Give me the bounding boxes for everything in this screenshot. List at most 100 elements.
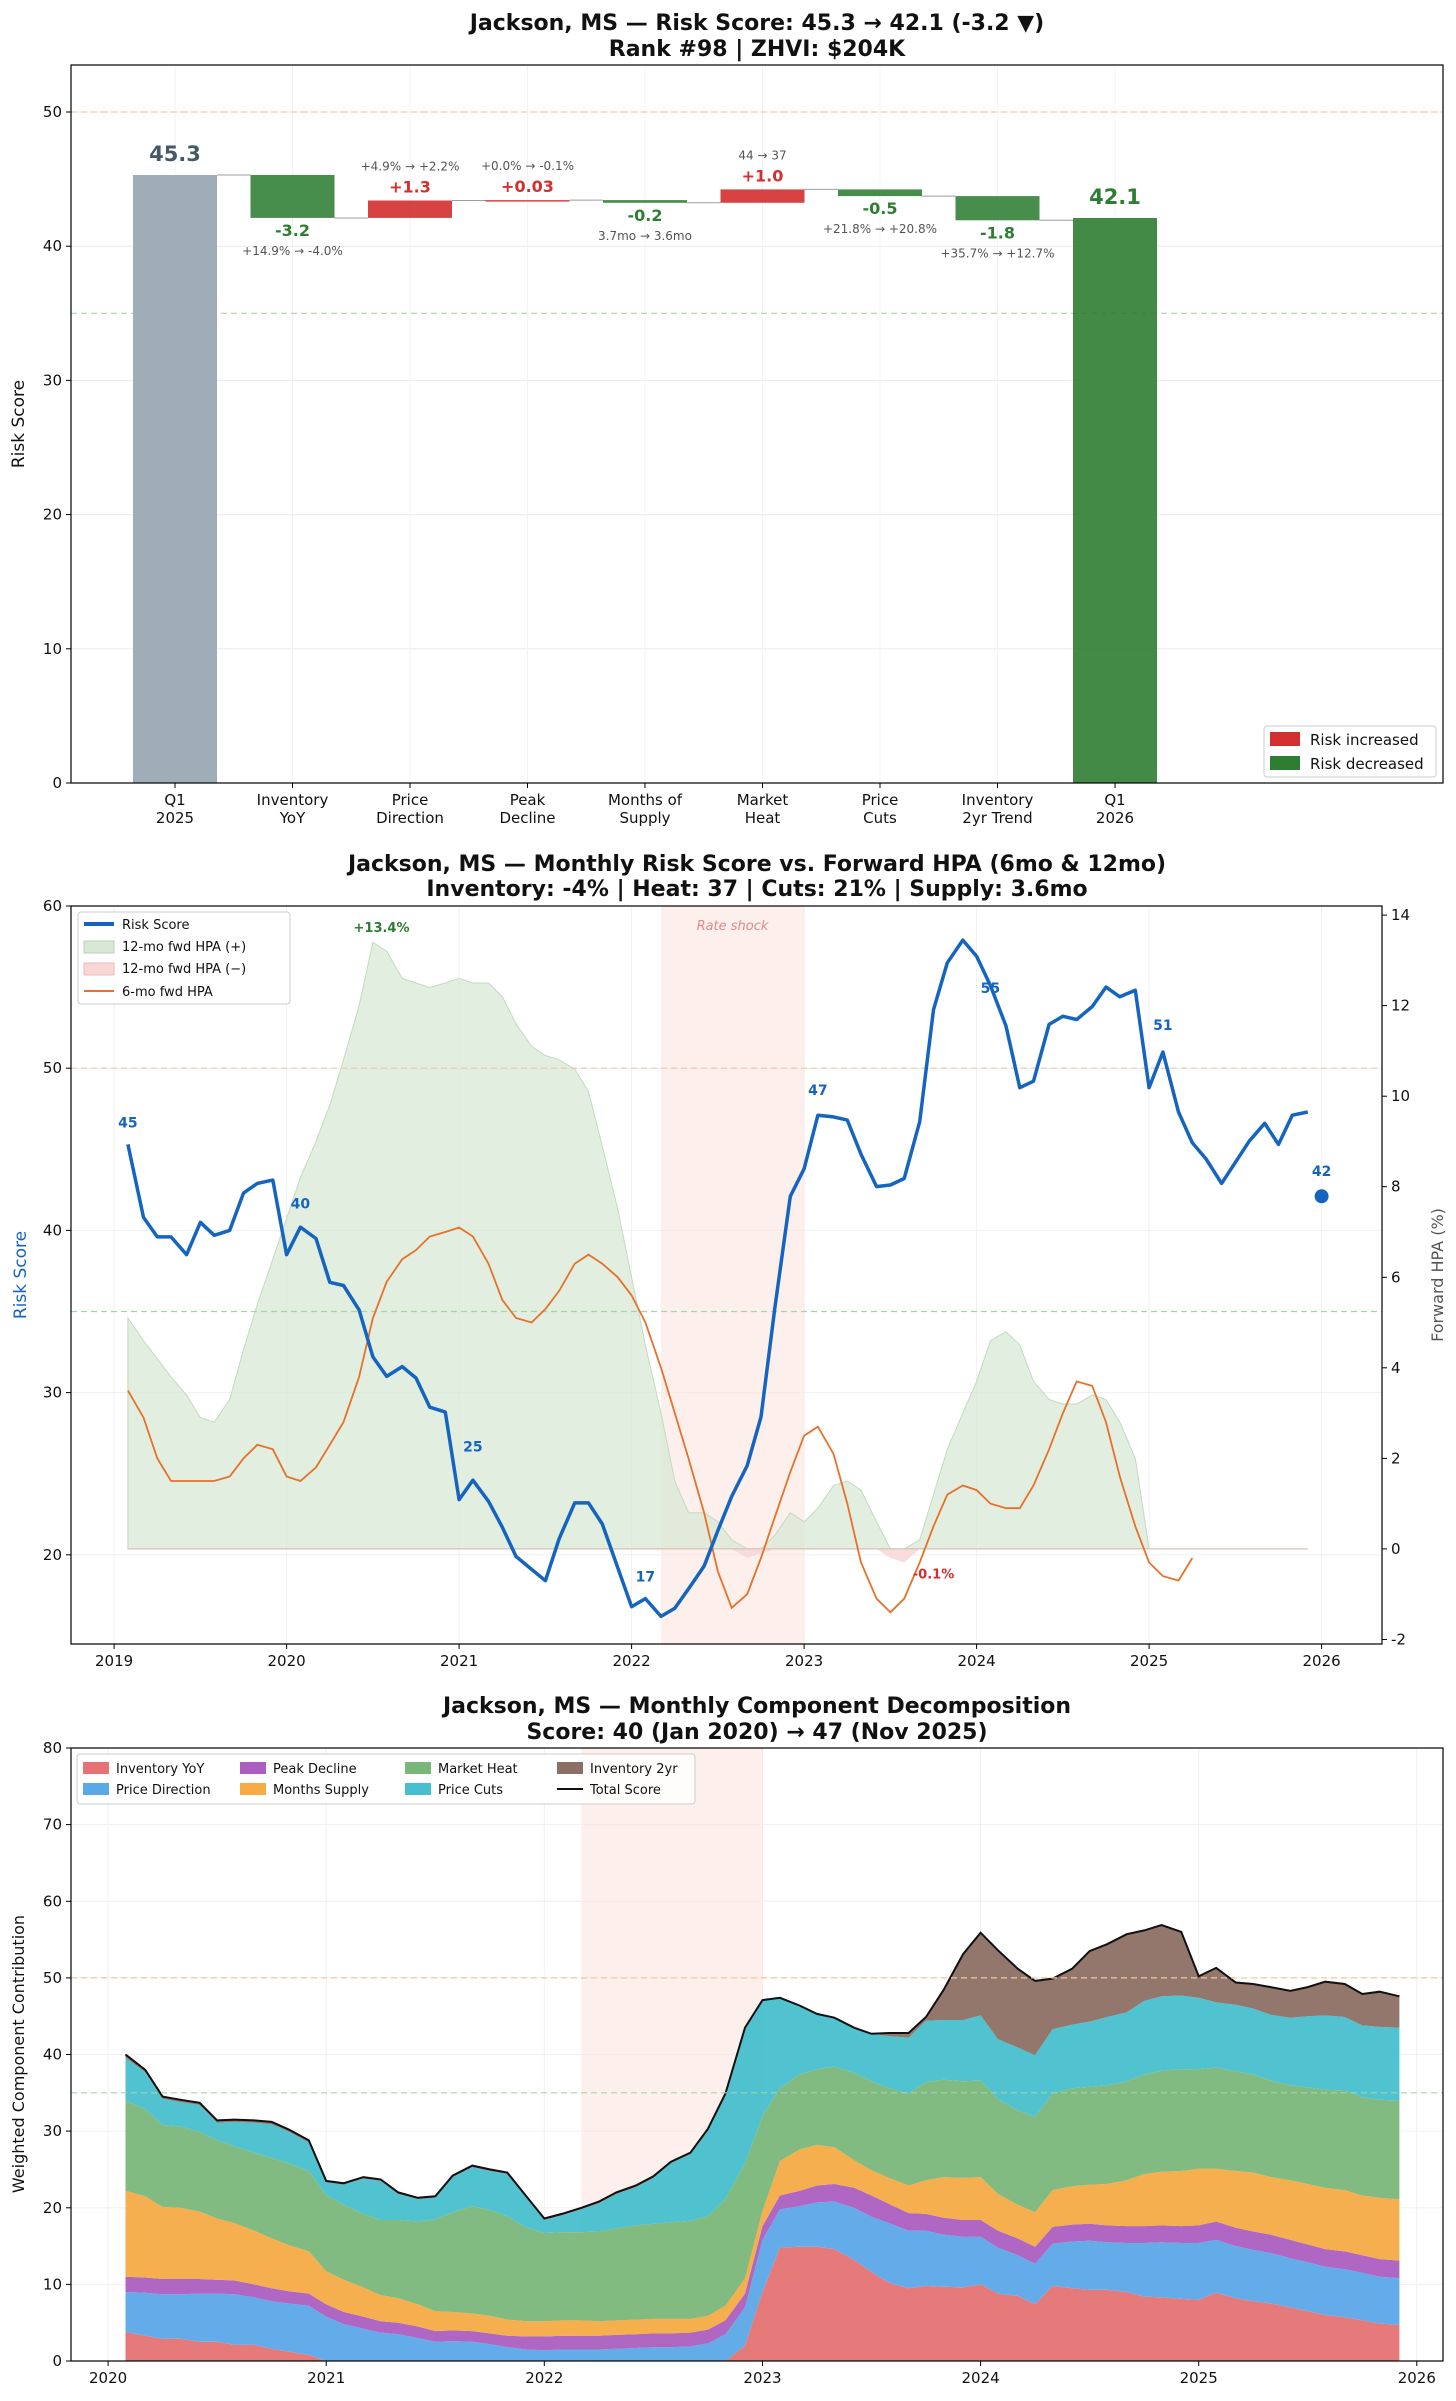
waterfall-chart: Jackson, MS — Risk Score: 45.3 → 42.1 (-…: [9, 11, 1444, 827]
legend-swatch-component: [240, 1762, 266, 1774]
decomposition-tick-label-y: 30: [43, 2122, 62, 2140]
component-decomposition-chart: Jackson, MS — Monthly Component Decompos…: [9, 1694, 1444, 2387]
legend-label-increased: Risk increased: [1310, 731, 1419, 749]
risk-hpa-tick-label-y2: 4: [1391, 1359, 1401, 1377]
risk-hpa-tick-label-y2: 6: [1391, 1268, 1401, 1286]
risk-score-point-label: 42: [1312, 1164, 1331, 1180]
legend-swatch-hpa12-neg: [83, 962, 115, 976]
waterfall-category-label: 2yr Trend: [962, 809, 1032, 827]
waterfall-tick-label-y: 50: [43, 103, 62, 121]
risk-hpa-tick-label-x: 2020: [268, 1652, 306, 1670]
waterfall-category-label: Market: [737, 791, 789, 809]
legend-label-component: Price Cuts: [438, 1783, 503, 1798]
risk-hpa-tick-label-x: 2021: [440, 1652, 478, 1670]
waterfall-category-label: Price: [862, 791, 899, 809]
legend-swatch-component: [557, 1762, 583, 1774]
decomposition-tick-label-x: 2024: [962, 2369, 1000, 2387]
legend-label-hpa12-neg: 12-mo fwd HPA (−): [122, 962, 246, 977]
waterfall-value-label: -3.2: [275, 221, 310, 240]
component-area: [125, 2246, 1400, 2361]
waterfall-title: Jackson, MS — Risk Score: 45.3 → 42.1 (-…: [468, 11, 1045, 36]
risk-score-point-label: 25: [463, 1440, 482, 1456]
waterfall-value-label-start: 45.3: [149, 142, 201, 166]
legend-swatch-hpa12-pos: [83, 940, 115, 954]
waterfall-bar: [603, 200, 687, 203]
legend-label-component: Inventory YoY: [116, 1762, 204, 1777]
decomposition-title: Jackson, MS — Monthly Component Decompos…: [441, 1694, 1071, 1719]
waterfall-change-note: +35.7% → +12.7%: [940, 246, 1054, 260]
component-area: [125, 1925, 1400, 2220]
waterfall-category-label: Peak: [510, 791, 546, 809]
waterfall-tick-label-y: 40: [43, 237, 62, 255]
risk-hpa-tick-label-y2: 10: [1391, 1087, 1410, 1105]
risk-hpa-tick-label-y2: 8: [1391, 1178, 1401, 1196]
waterfall-tick-label-y: 20: [43, 506, 62, 524]
legend-label-hpa6: 6-mo fwd HPA: [122, 985, 213, 1000]
risk-hpa-tick-label-y: 20: [43, 1546, 62, 1564]
risk-hpa-subtitle: Inventory: -4% | Heat: 37 | Cuts: 21% | …: [426, 877, 1087, 902]
decomposition-frame: [70, 1747, 1444, 2362]
hpa-6mo-line: [127, 1226, 1194, 1614]
waterfall-value-label: -1.8: [980, 223, 1015, 242]
waterfall-bar: [368, 200, 452, 218]
hpa-peak-annotation: +13.4%: [354, 921, 410, 936]
risk-score-line: [126, 938, 1309, 1619]
waterfall-y-label: Risk Score: [9, 380, 29, 468]
component-area: [125, 2066, 1400, 2322]
waterfall-change-note: +4.9% → +2.2%: [361, 160, 460, 174]
hpa-12mo-positive-area: [127, 941, 1150, 1550]
risk-hpa-tick-label-y2: 2: [1391, 1449, 1401, 1467]
component-area: [125, 2144, 1400, 2337]
waterfall-category-label: Inventory: [962, 791, 1034, 809]
risk-hpa-y2-label: Forward HPA (%): [1428, 1208, 1447, 1342]
legend-swatch-increased: [1270, 732, 1300, 746]
risk-score-point-label: 51: [1153, 1018, 1172, 1034]
waterfall-change-note: +14.9% → -4.0%: [242, 244, 343, 258]
legend-label-component: Market Heat: [438, 1762, 518, 1777]
risk-hpa-tick-label-y: 50: [43, 1059, 62, 1077]
risk-hpa-tick-label-x: 2026: [1303, 1652, 1341, 1670]
waterfall-bar: [955, 196, 1040, 221]
risk-hpa-tick-label-x: 2025: [1130, 1652, 1168, 1670]
decomposition-tick-label-x: 2025: [1180, 2369, 1218, 2387]
decomposition-legend: Inventory YoY Price Direction Peak Decline…: [76, 1753, 696, 1805]
risk-score-point-label: 47: [808, 1083, 827, 1099]
waterfall-category-label: Heat: [745, 809, 781, 827]
waterfall-category-label: Decline: [499, 809, 555, 827]
risk-hpa-frame: [70, 905, 1383, 1645]
waterfall-value-label: -0.5: [863, 199, 898, 218]
waterfall-tick-label-y: 0: [52, 774, 62, 792]
risk-score-point-label: 55: [981, 981, 1000, 997]
total-score-line: [124, 1923, 1400, 2220]
waterfall-value-label: -0.2: [628, 206, 663, 225]
waterfall-value-label-end: 42.1: [1089, 185, 1141, 209]
waterfall-category-label: Supply: [619, 809, 670, 827]
risk-hpa-title: Jackson, MS — Monthly Risk Score vs. For…: [346, 852, 1166, 877]
legend-label-component: Price Direction: [116, 1783, 211, 1798]
risk-hpa-tick-label-y2: 14: [1391, 906, 1410, 924]
decomposition-tick-label-y: 80: [43, 1739, 62, 1757]
legend-label-component: Months Supply: [273, 1783, 369, 1798]
waterfall-category-label: 2026: [1096, 809, 1134, 827]
risk-hpa-tick-label-y2: 0: [1391, 1540, 1401, 1558]
decomposition-tick-label-x: 2026: [1398, 2369, 1436, 2387]
risk-hpa-tick-label-y: 30: [43, 1384, 62, 1402]
waterfall-change-note: 3.7mo → 3.6mo: [598, 229, 692, 243]
risk-hpa-legend: Risk Score 12-mo fwd HPA (+) 12-mo fwd H…: [77, 911, 291, 1005]
waterfall-value-label: +1.0: [742, 166, 784, 185]
waterfall-category-label: Q1: [164, 791, 185, 809]
decomposition-tick-label-y: 40: [43, 2046, 62, 2064]
legend-swatch-component: [240, 1783, 266, 1795]
decomposition-tick-label-x: 2020: [89, 2369, 127, 2387]
waterfall-bar: [838, 189, 922, 197]
decomposition-tick-label-y: 20: [43, 2199, 62, 2217]
decomposition-tick-label-y: 60: [43, 1892, 62, 1910]
risk-hpa-tick-label-x: 2023: [785, 1652, 823, 1670]
risk-hpa-tick-label-x: 2024: [958, 1652, 996, 1670]
waterfall-value-label: +1.3: [389, 178, 431, 197]
decomposition-tick-label-x: 2022: [525, 2369, 563, 2387]
decomposition-y-label: Weighted Component Contribution: [9, 1915, 28, 2193]
risk-score-point-label: 17: [636, 1570, 655, 1586]
waterfall-value-label: +0.03: [501, 177, 554, 196]
